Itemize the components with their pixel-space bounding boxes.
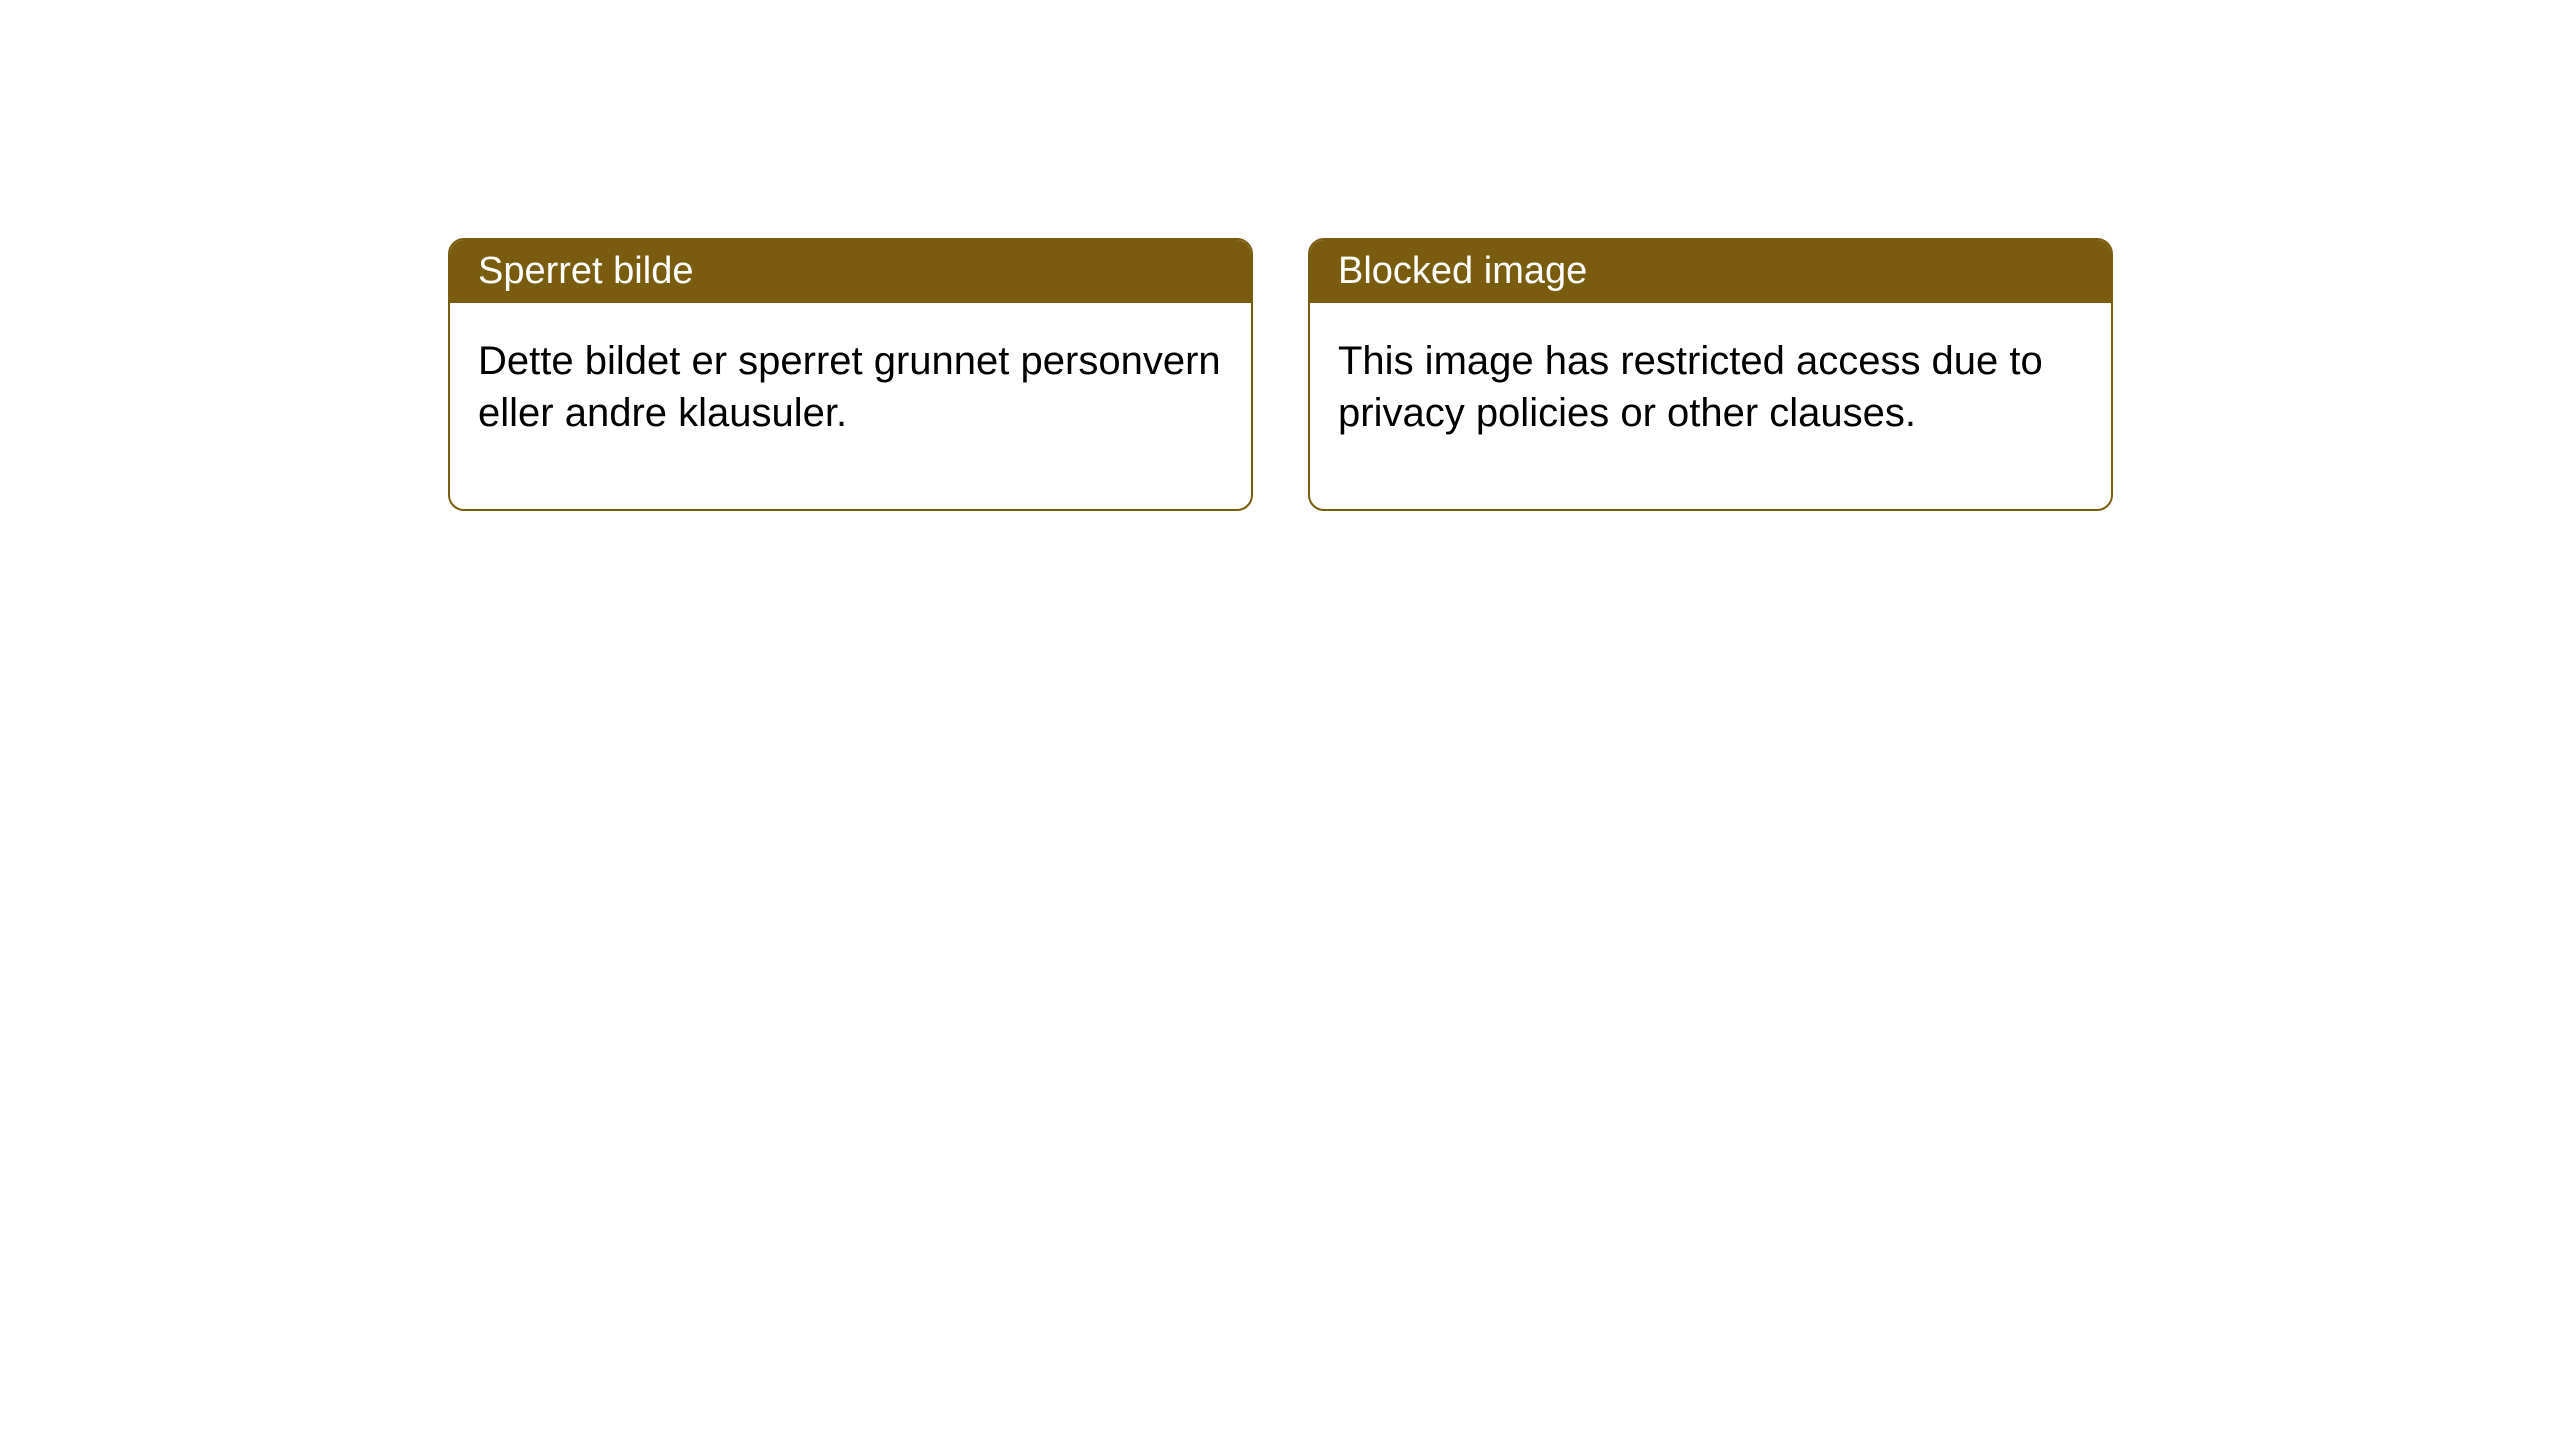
notice-card-english: Blocked image This image has restricted …: [1308, 238, 2113, 511]
notice-card-norwegian: Sperret bilde Dette bildet er sperret gr…: [448, 238, 1253, 511]
notice-title-english: Blocked image: [1310, 240, 2111, 303]
notice-body-english: This image has restricted access due to …: [1310, 303, 2111, 509]
notice-container: Sperret bilde Dette bildet er sperret gr…: [0, 0, 2560, 511]
notice-title-norwegian: Sperret bilde: [450, 240, 1251, 303]
notice-body-norwegian: Dette bildet er sperret grunnet personve…: [450, 303, 1251, 509]
